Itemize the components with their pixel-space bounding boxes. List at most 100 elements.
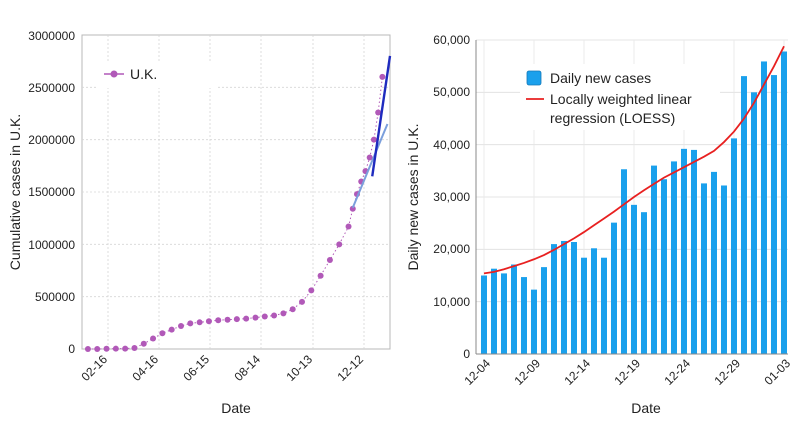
- right-y-tick-label: 50,000: [433, 85, 470, 99]
- left-legend-box: [98, 62, 216, 88]
- right-legend: Daily new cases Locally weighted linear …: [520, 64, 720, 130]
- right-bar: [541, 267, 547, 354]
- cumulative-cases-chart: 0 500000 1000000 1500000 2000000 2500000…: [7, 29, 392, 416]
- right-bar: [781, 51, 787, 354]
- right-x-tick-label: 12-24: [662, 356, 694, 388]
- left-data-point: [187, 320, 194, 327]
- right-bar: [631, 204, 637, 354]
- left-y-axis-title: Cumulative cases in U.K.: [7, 114, 23, 270]
- right-bar: [531, 289, 537, 354]
- right-bar: [641, 212, 647, 354]
- left-x-tick-labels: 02-16 04-16 06-15 08-14 10-13 12-12: [79, 352, 367, 384]
- right-bar: [771, 75, 777, 355]
- left-series-marks: [84, 55, 392, 352]
- left-legend-label: U.K.: [130, 66, 157, 82]
- left-data-point: [103, 345, 110, 352]
- right-x-tick-label: 12-14: [562, 356, 594, 388]
- left-data-point: [308, 287, 315, 294]
- right-bar: [561, 240, 567, 354]
- right-bar: [601, 257, 607, 354]
- left-y-tick-label: 1000000: [28, 238, 75, 252]
- right-x-tick-labels: 12-04 12-09 12-14 12-19 12-24 12-29 01-0…: [462, 356, 794, 388]
- left-legend-marker: [110, 70, 118, 78]
- right-y-tick-label: 10,000: [433, 295, 470, 309]
- left-data-point: [205, 318, 212, 325]
- right-bar: [491, 268, 497, 354]
- left-data-point: [326, 257, 333, 264]
- left-y-tick-label: 2500000: [28, 81, 75, 95]
- right-bar: [681, 148, 687, 354]
- right-bar: [761, 61, 767, 354]
- left-x-tick-label: 12-12: [335, 352, 367, 384]
- left-data-point: [299, 298, 305, 305]
- left-data-point: [261, 313, 268, 320]
- left-data-point: [375, 109, 382, 116]
- right-bar: [691, 149, 697, 354]
- right-bar: [701, 183, 707, 354]
- daily-new-cases-chart: 0 10,000 20,000 30,000 40,000 50,000 60,…: [405, 33, 793, 416]
- right-bar: [481, 275, 487, 354]
- right-y-tick-label: 40,000: [433, 138, 470, 152]
- left-data-point: [370, 136, 377, 143]
- left-data-point: [140, 340, 147, 347]
- right-legend-bar-swatch: [526, 70, 542, 86]
- right-bar: [661, 179, 667, 354]
- right-bar: [711, 171, 717, 354]
- left-x-tick-label: 04-16: [130, 352, 162, 384]
- right-y-tick-labels: 0 10,000 20,000 30,000 40,000 50,000 60,…: [433, 33, 470, 361]
- right-bar: [741, 76, 747, 355]
- left-data-point: [317, 272, 324, 279]
- right-bar: [731, 138, 737, 354]
- right-bar: [521, 277, 527, 354]
- right-bar: [611, 222, 617, 354]
- right-bar: [511, 264, 517, 354]
- left-x-tick-label: 06-15: [181, 352, 213, 384]
- left-data-point: [84, 346, 91, 352]
- left-y-tick-label: 0: [68, 342, 75, 356]
- right-bar: [501, 273, 507, 354]
- left-data-point: [252, 314, 259, 321]
- right-loess-line: [483, 45, 785, 275]
- right-x-tick-label: 12-19: [612, 356, 644, 388]
- left-data-point: [271, 312, 278, 319]
- left-data-point: [243, 315, 250, 322]
- left-data-point: [196, 319, 203, 326]
- left-x-tick-label: 02-16: [79, 352, 111, 384]
- right-bar: [621, 169, 627, 354]
- right-y-axis-title: Daily new cases in U.K.: [405, 123, 421, 270]
- right-legend-bar-label: Daily new cases: [550, 70, 651, 86]
- left-data-point: [289, 306, 296, 313]
- left-y-tick-label: 1500000: [28, 185, 75, 199]
- right-legend-loess-label: Locally weighted linear regression (LOES…: [550, 91, 696, 126]
- left-data-point: [215, 317, 222, 324]
- right-bar-series: [481, 51, 787, 355]
- left-data-point: [112, 345, 119, 352]
- right-bar: [751, 92, 757, 354]
- left-fit-line: [371, 55, 392, 177]
- left-legend: U.K.: [98, 62, 216, 88]
- left-data-point: [159, 330, 166, 337]
- left-y-tick-labels: 0 500000 1000000 1500000 2000000 2500000…: [28, 29, 75, 356]
- left-data-point: [233, 316, 240, 323]
- left-y-tick-label: 500000: [35, 290, 75, 304]
- right-bar: [581, 257, 587, 354]
- left-data-point: [94, 346, 101, 352]
- left-data-point: [168, 326, 175, 333]
- left-x-tick-label: 08-14: [232, 352, 264, 384]
- left-y-tick-label: 3000000: [28, 29, 75, 43]
- right-x-tick-label: 12-29: [712, 356, 744, 388]
- left-data-point: [122, 345, 129, 352]
- left-data-point: [379, 73, 386, 80]
- right-loess-series: [483, 45, 785, 275]
- right-y-tick-label: 60,000: [433, 33, 470, 47]
- left-data-point: [280, 310, 287, 317]
- right-bar: [671, 161, 677, 354]
- right-x-tick-label: 12-09: [512, 356, 544, 388]
- left-fit-line: [351, 123, 389, 209]
- right-bar: [591, 248, 597, 354]
- right-bar: [551, 244, 557, 354]
- left-data-point: [224, 316, 231, 323]
- left-data-point: [345, 223, 352, 230]
- left-data-point: [150, 335, 157, 342]
